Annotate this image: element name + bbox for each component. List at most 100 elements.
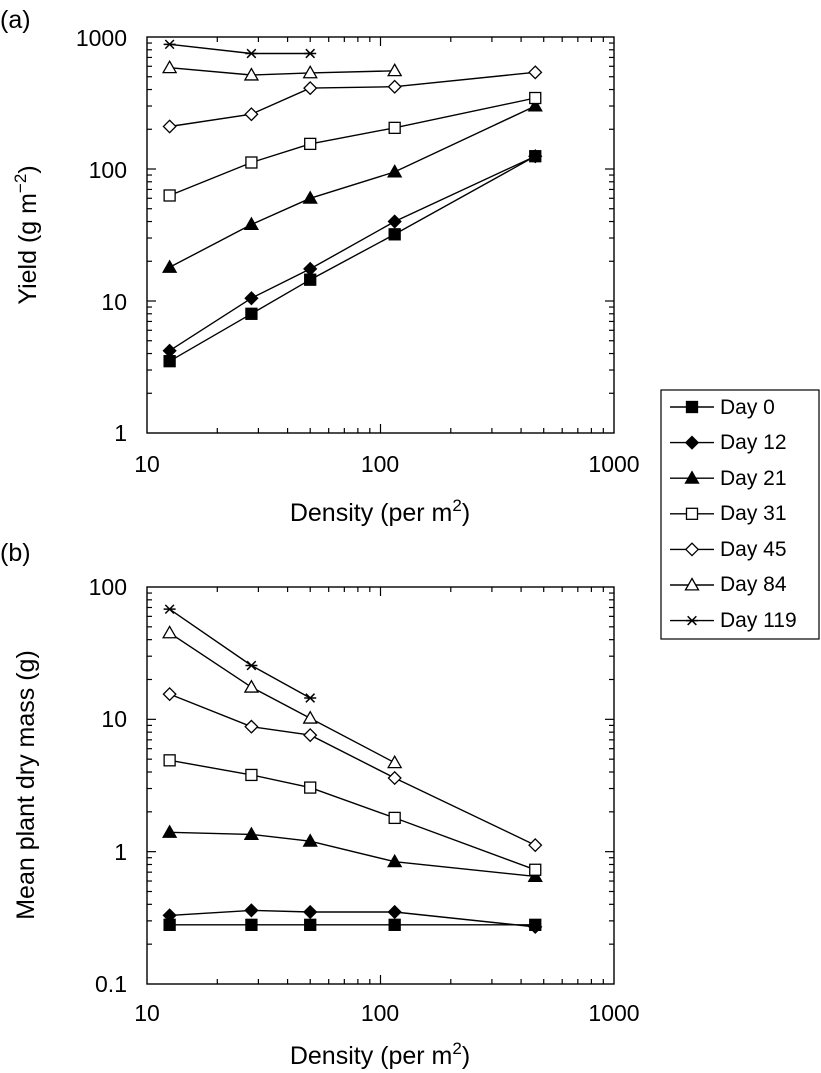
panel-a-point-day-21-3 <box>387 164 403 178</box>
panel-b-point-day-12-4 <box>528 919 543 935</box>
panel-a-x-tick-label-100: 100 <box>361 451 399 477</box>
panel-b-point-day-119-2 <box>304 693 317 703</box>
panel-b-point-day-31-0 <box>163 754 176 767</box>
legend-swatch-marker-day-31 <box>685 507 699 520</box>
panel-a-point-day-12-0 <box>162 343 177 358</box>
panel-b-point-day-31-4 <box>529 863 542 876</box>
panel-a-y-tick-label-100: 100 <box>89 157 127 183</box>
panel-a-point-day-119-2 <box>304 48 317 59</box>
legend-swatch-marker-day-119 <box>686 615 698 626</box>
panel-a-y-axis-title: Yield (g m−2) <box>11 165 42 304</box>
panel-b-point-day-0-2 <box>304 918 317 931</box>
legend: Day 0 Day 12 Day 21 Day 31 Day 45 Day 84… <box>660 389 820 640</box>
panel-a-ticks <box>147 37 614 433</box>
panel-a-point-day-119-1 <box>245 48 258 59</box>
panel-a-point-day-84-2 <box>302 65 318 79</box>
panel-a-line-day-119 <box>169 43 311 55</box>
panel-b-point-day-21-3 <box>387 853 403 868</box>
panel-a-point-day-12-1 <box>244 291 259 306</box>
legend-label-day-84: Day 84 <box>720 573 787 596</box>
panel-a-y-tick-label-1: 1 <box>114 420 127 446</box>
panel-b-point-day-45-0 <box>162 687 177 702</box>
panel-a-point-day-45-4 <box>528 65 543 80</box>
panel-a-point-day-31-4 <box>529 91 542 105</box>
panel-b-point-day-45-1 <box>244 719 259 734</box>
panel-b-point-day-21-2 <box>302 833 318 847</box>
panel-b-point-day-84-2 <box>302 710 318 724</box>
panel-a-point-day-45-3 <box>387 79 402 94</box>
legend-items: Day 0 Day 12 Day 21 Day 31 Day 45 Day 84… <box>670 396 797 632</box>
panel-a-x-tick-label-10: 10 <box>134 451 160 477</box>
panel-b-x-axis-title: Density (per m2) <box>290 1039 470 1070</box>
panel-a-x-tick-labels: 10 100 1000 <box>134 451 639 477</box>
panel-a-point-day-31-0 <box>163 189 176 202</box>
panel-b-line-day-84 <box>169 632 396 764</box>
panel-a-y-tick-label-10: 10 <box>101 289 127 315</box>
panel-a-point-day-45-2 <box>303 80 318 96</box>
panel-a-point-day-31-2 <box>304 137 317 151</box>
legend-label-day-119: Day 119 <box>720 609 797 632</box>
panel-b-point-day-31-2 <box>304 781 317 794</box>
panel-b-y-tick-labels: 0.1 1 10 100 <box>89 574 127 997</box>
panel-b-point-day-45-2 <box>303 727 318 743</box>
panel-a-y-tick-labels: 1 10 100 1000 <box>76 25 127 446</box>
legend-swatch-marker-day-21 <box>684 470 700 484</box>
panel-b-x-tick-label-1000: 1000 <box>588 1000 639 1026</box>
panel-b-series-markers <box>162 604 543 935</box>
panel-b-point-day-84-0 <box>162 625 178 639</box>
panel-a-yield-chart: (a) 10 100 1000 1 10 100 1000 Density (p… <box>0 6 640 527</box>
panel-a-x-tick-label-1000: 1000 <box>588 451 639 477</box>
panel-a-point-day-21-4 <box>527 98 543 112</box>
panel-b-point-day-12-0 <box>162 908 177 923</box>
panel-a-point-day-45-1 <box>244 107 259 122</box>
panel-a-line-day-0 <box>169 155 536 362</box>
panel-b-line-day-31 <box>169 759 536 871</box>
panel-b-point-day-12-3 <box>387 904 402 920</box>
panel-b-point-day-84-3 <box>387 754 403 769</box>
panel-a-point-day-0-3 <box>388 228 401 241</box>
panel-b-point-day-119-1 <box>245 660 258 671</box>
panel-a-point-day-84-1 <box>243 67 260 81</box>
panel-a-plot-frame <box>146 36 615 434</box>
panel-a-point-day-119-0 <box>163 39 176 50</box>
panel-b-line-day-21 <box>169 831 536 878</box>
legend-swatch-marker-day-0 <box>685 400 699 414</box>
panel-a-point-day-84-0 <box>162 59 178 74</box>
panel-a-point-day-21-2 <box>302 190 318 204</box>
legend-swatch-marker-day-45 <box>684 542 700 557</box>
panel-b-point-day-12-1 <box>244 903 259 918</box>
legend-label-day-31: Day 31 <box>720 502 787 525</box>
panel-a-point-day-31-3 <box>388 121 401 134</box>
panel-b-dry-mass-chart: (b) 10 100 1000 0.1 1 10 100 Density (pe… <box>0 539 640 1070</box>
legend-label-day-45: Day 45 <box>720 538 787 561</box>
panel-a-point-day-21-0 <box>162 259 178 273</box>
panel-b-point-day-21-1 <box>243 826 260 840</box>
panel-a-line-day-31 <box>169 97 536 197</box>
panel-b-y-tick-label-0.1: 0.1 <box>95 971 127 997</box>
panel-b-label: (b) <box>0 539 31 567</box>
panel-b-point-day-45-3 <box>387 770 402 786</box>
panel-a-point-day-0-1 <box>245 307 258 320</box>
panel-a-point-day-45-0 <box>162 119 177 134</box>
panel-b-series-lines <box>169 608 536 928</box>
panel-b-y-tick-label-10: 10 <box>101 706 127 732</box>
panel-a-line-day-84 <box>169 67 395 76</box>
panel-a-x-axis-title: Density (per m2) <box>290 496 470 527</box>
panel-a-y-tick-label-1000: 1000 <box>76 25 127 51</box>
panel-a-point-day-12-2 <box>303 261 318 277</box>
panel-b-point-day-84-1 <box>243 679 260 693</box>
legend-label-day-0: Day 0 <box>720 396 775 419</box>
panel-a-label: (a) <box>0 6 31 34</box>
panel-b-point-day-119-0 <box>163 604 176 615</box>
panel-b-point-day-0-3 <box>388 918 401 931</box>
panel-b-y-tick-label-1: 1 <box>114 839 127 865</box>
legend-label-day-21: Day 21 <box>720 467 787 490</box>
panel-b-point-day-21-0 <box>162 824 178 838</box>
panel-a-point-day-31-1 <box>245 156 258 169</box>
panel-b-ticks <box>147 587 614 984</box>
panel-b-x-tick-labels: 10 100 1000 <box>134 1000 639 1026</box>
panel-b-x-tick-label-100: 100 <box>361 1000 399 1026</box>
panel-a-point-day-12-4 <box>528 149 543 164</box>
panel-a-point-day-12-3 <box>387 214 402 229</box>
